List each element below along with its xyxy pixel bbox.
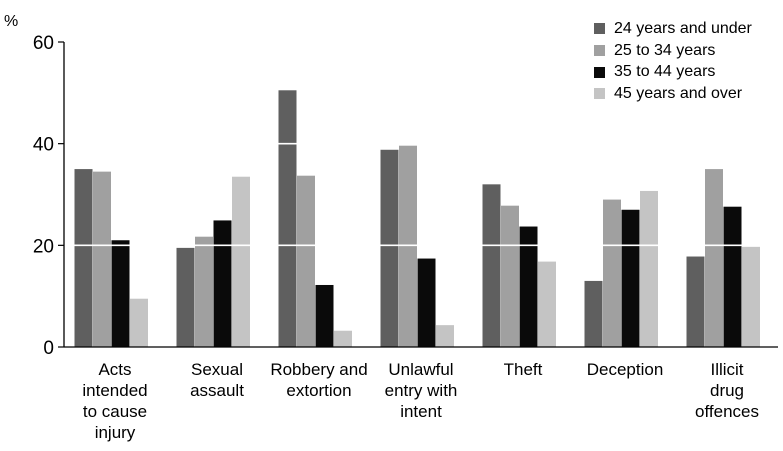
axes	[63, 42, 778, 348]
bar	[501, 205, 519, 347]
x-tick-label: intent	[400, 402, 442, 421]
x-tick-label: Illicit	[710, 360, 743, 379]
bar	[519, 226, 538, 347]
bar	[640, 190, 658, 347]
bar	[686, 256, 705, 347]
legend-item: 24 years and under	[594, 18, 752, 40]
x-tick-label: Sexual	[191, 360, 243, 379]
y-tick-label: 60	[33, 33, 54, 54]
y-axis-label: %	[4, 13, 18, 30]
legend-swatch	[594, 66, 605, 78]
y-tick-label: 0	[43, 338, 54, 359]
bar	[176, 247, 195, 348]
bar	[130, 298, 148, 347]
legend-item: 25 to 34 years	[594, 40, 752, 62]
y-tick-label: 20	[33, 236, 54, 257]
x-tick-label: Deception	[587, 360, 664, 379]
bar	[436, 325, 454, 347]
bar	[297, 175, 315, 347]
legend-swatch	[594, 23, 605, 35]
y-axis-ticks: 0 20 40 60	[33, 33, 64, 359]
bar	[278, 90, 297, 347]
x-tick-label: intended	[82, 381, 147, 400]
bar	[742, 246, 760, 347]
bar	[195, 236, 213, 347]
x-tick-label: Theft	[504, 360, 543, 379]
legend-label: 25 to 34 years	[614, 41, 716, 59]
bar	[93, 171, 111, 348]
legend-label: 35 to 44 years	[614, 63, 716, 81]
x-tick-label: to cause	[83, 402, 147, 421]
bar	[334, 330, 352, 347]
bar	[399, 145, 417, 347]
y-tick-label: 40	[33, 135, 54, 156]
x-tick-label: assault	[190, 381, 244, 400]
legend-swatch	[594, 45, 605, 57]
legend-label: 24 years and under	[614, 19, 752, 37]
x-tick-label: entry with	[385, 381, 458, 400]
bars-group	[74, 90, 760, 348]
bar	[417, 258, 436, 347]
legend-swatch	[594, 88, 605, 100]
legend-label: 45 years and over	[614, 84, 743, 102]
legend-item: 45 years and over	[594, 83, 752, 105]
x-tick-label: Acts	[98, 360, 131, 379]
x-tick-label: Robbery and	[270, 360, 367, 379]
x-axis-category-labels: Acts intended to cause injury Sexual assault R…	[82, 360, 759, 442]
x-tick-label: extortion	[286, 381, 351, 400]
bar	[213, 220, 232, 347]
x-tick-label: drug	[710, 381, 744, 400]
bar	[111, 240, 130, 347]
bar	[705, 169, 723, 347]
bar	[584, 280, 603, 347]
x-tick-label: injury	[95, 423, 136, 442]
bar	[74, 169, 93, 347]
bar	[482, 184, 501, 347]
x-tick-label: offences	[695, 402, 759, 421]
bar	[621, 209, 640, 347]
bar	[538, 261, 556, 347]
legend: 24 years and under 25 to 34 years 35 to 44…	[594, 18, 752, 105]
bar	[603, 199, 621, 347]
bar	[380, 149, 399, 347]
gridlines	[64, 142, 778, 247]
bar	[723, 206, 742, 347]
bar	[232, 176, 250, 347]
legend-item: 35 to 44 years	[594, 61, 752, 83]
x-tick-label: Unlawful	[388, 360, 453, 379]
bar	[315, 284, 334, 347]
